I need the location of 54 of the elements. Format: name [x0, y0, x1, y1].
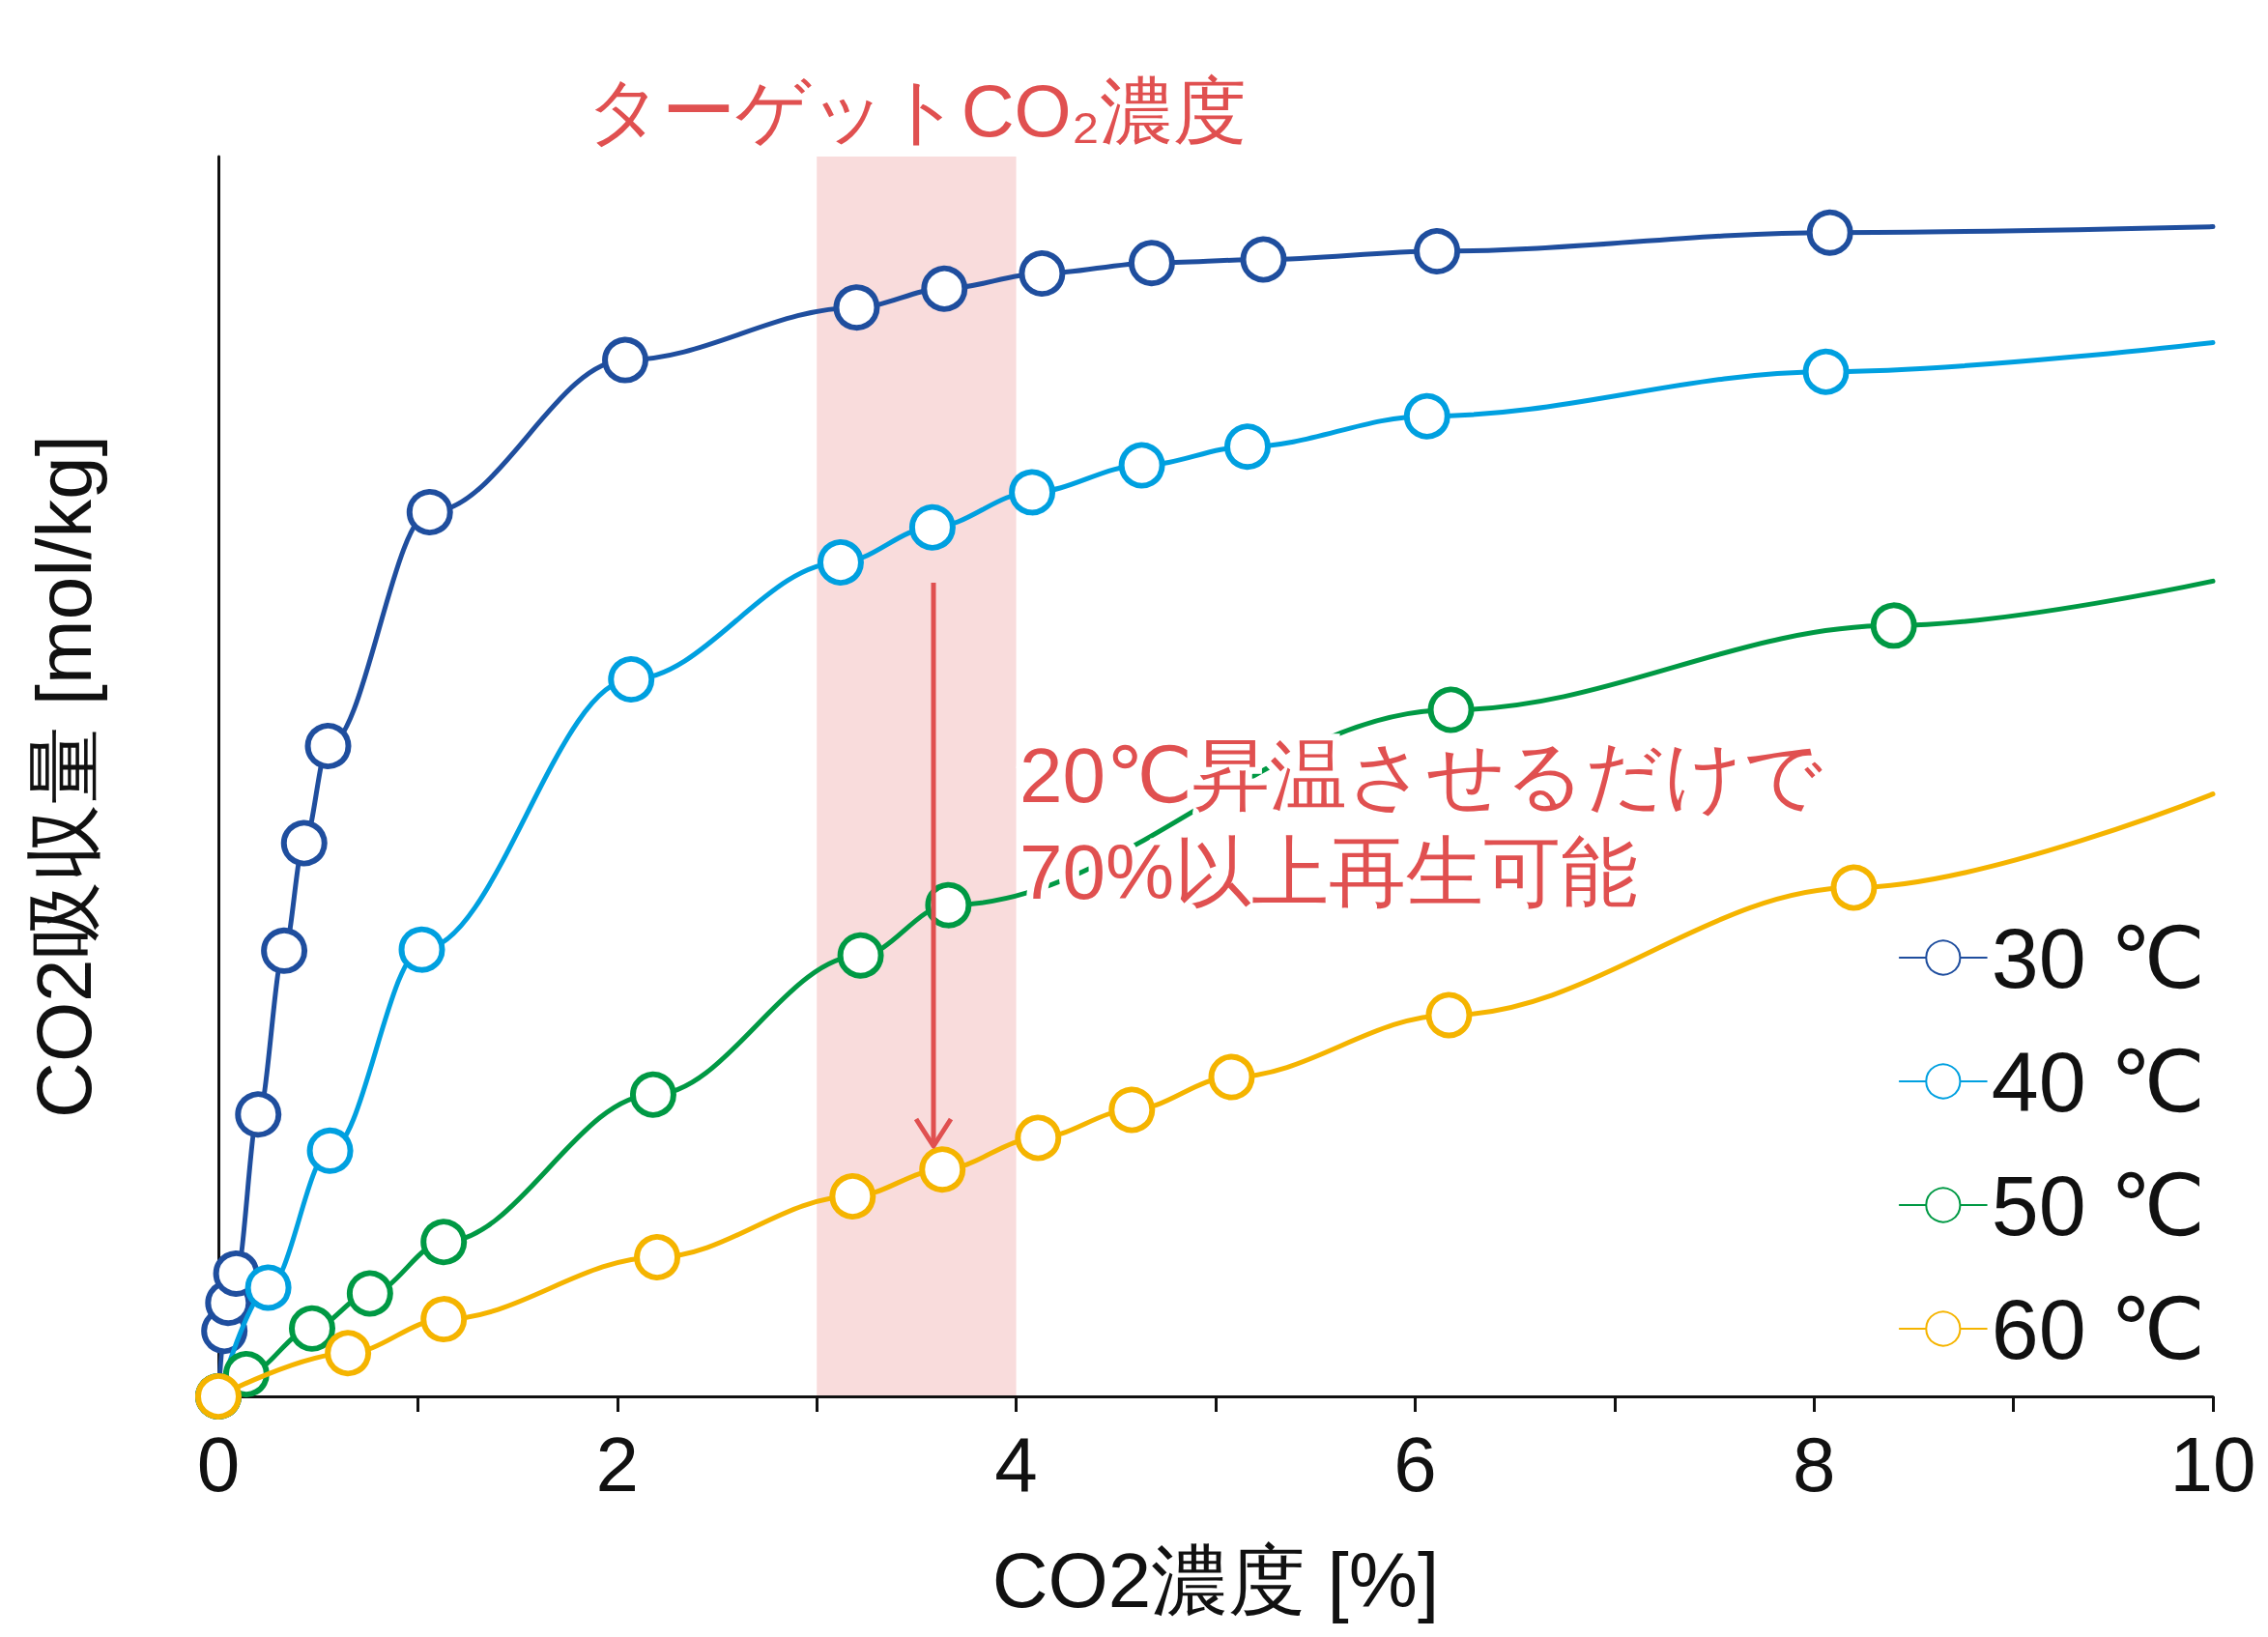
point — [1870, 602, 1917, 649]
x-axis-title: CO2濃度 [%] — [991, 1536, 1440, 1623]
point — [608, 656, 655, 704]
point — [1830, 864, 1878, 911]
point — [235, 1091, 282, 1138]
point — [1802, 348, 1850, 395]
legend-label: 40 ℃ — [1991, 1033, 2206, 1130]
point — [1009, 469, 1056, 516]
point — [1403, 392, 1450, 440]
point — [1414, 228, 1461, 275]
point — [1208, 1053, 1255, 1101]
point — [398, 926, 445, 973]
point — [634, 1233, 681, 1280]
x-tick-label: 0 — [196, 1421, 241, 1508]
point — [1224, 423, 1272, 471]
point — [1015, 1114, 1062, 1162]
point — [908, 503, 956, 551]
point — [280, 819, 328, 867]
point — [829, 1173, 876, 1221]
point — [1425, 991, 1473, 1039]
point — [420, 1219, 468, 1266]
point — [921, 265, 968, 312]
point — [1129, 240, 1175, 287]
point — [630, 1071, 676, 1118]
point — [304, 723, 352, 770]
point — [1108, 1086, 1156, 1134]
y-axis-title: CO2吸収量 [mol/kg] — [20, 435, 107, 1118]
band-label: ターゲットCO₂濃度 — [586, 69, 1248, 152]
point — [837, 932, 884, 979]
x-tick-label: 6 — [1393, 1421, 1437, 1508]
x-tick-label: 8 — [1792, 1421, 1836, 1508]
point — [1118, 442, 1165, 489]
legend-label: 30 ℃ — [1991, 909, 2206, 1006]
point — [346, 1270, 393, 1317]
point — [244, 1264, 292, 1311]
point — [406, 488, 453, 535]
point — [1019, 250, 1066, 298]
legend-label: 60 ℃ — [1991, 1280, 2206, 1377]
point — [1240, 236, 1287, 283]
point — [261, 927, 308, 974]
point — [602, 336, 649, 384]
point — [420, 1296, 468, 1343]
point — [919, 1146, 966, 1193]
point — [325, 1330, 372, 1377]
point — [306, 1127, 354, 1174]
x-tick-label: 10 — [2169, 1421, 2256, 1508]
point — [1427, 686, 1475, 733]
point — [1806, 209, 1853, 256]
point — [833, 284, 880, 331]
point — [289, 1305, 336, 1352]
x-tick-label: 2 — [595, 1421, 640, 1508]
legend-label: 50 ℃ — [1991, 1157, 2206, 1253]
point — [818, 539, 864, 586]
x-tick-label: 4 — [994, 1421, 1038, 1508]
